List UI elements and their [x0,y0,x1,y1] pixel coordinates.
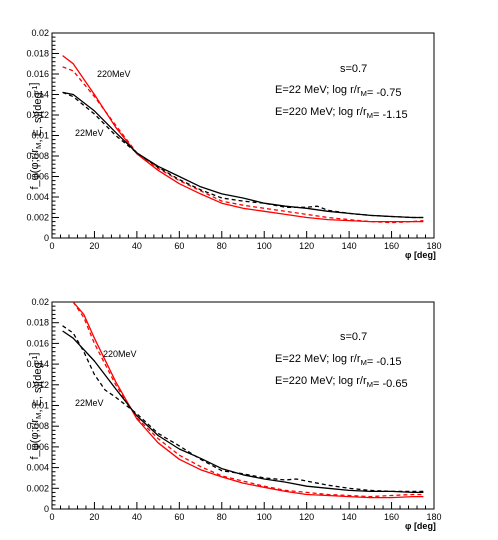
x-tick-label: 20 [89,512,99,522]
x-tick-label: 80 [217,512,227,522]
y-tick-label: 0.006 [26,172,49,182]
curve-label: 220MeV [97,69,131,79]
y-tick-label: 0 [44,504,49,514]
series-line-black-dashed [62,325,424,493]
curve-label: 22MeV [75,398,104,408]
y-tick-label: 0.014 [26,359,49,369]
x-tick-label: 0 [49,241,54,251]
annotation-text: s=0.7 [340,63,367,75]
x-tick-label: 120 [299,512,314,522]
chart-panel-top: 0 20 40 60 80 100 120 140 160 180 0 0.002 0.004 0.006… [26,28,441,260]
x-tick-label: 40 [132,241,142,251]
y-tick-label: 0.008 [26,421,49,431]
annotation-text: E=220 MeV; log r/rM= -1.15 [275,106,408,121]
x-tick-label: 80 [217,241,227,251]
y-tick-label: 0.004 [26,463,49,473]
x-tick-label: 120 [299,241,314,251]
series-line-black-solid [62,330,424,494]
y-tick-label: 0.002 [26,213,49,223]
x-axis-label: φ [deg] [405,521,436,531]
x-tick-label: 20 [89,241,99,251]
y-tick-label: 0.016 [26,338,49,348]
annotation-text: E=22 MeV; log r/rM= -0.75 [275,84,401,99]
x-tick-label: 60 [174,512,184,522]
y-tick-label: 0.02 [31,297,49,307]
chart-panel-bottom: 0 20 40 60 80 100 120 140 160 180 0 0.002 0.004 0.006… [26,297,441,531]
y-tick-label: 0.018 [26,318,49,328]
x-tick-label: 0 [49,512,54,522]
series-line-red-solid [72,302,424,499]
y-tick-label: 0.01 [31,131,49,141]
y-tick-label: 0.018 [26,49,49,59]
y-tick-label: 0.008 [26,151,49,161]
y-tick-label: 0.02 [31,28,49,38]
plot-frame [51,32,435,239]
annotation-text: E=220 MeV; log r/rM= -0.65 [275,375,408,390]
x-tick-label: 100 [257,241,272,251]
y-tick-label: 0.014 [26,90,49,100]
series-line-red-dashed [62,66,424,224]
y-axis-label: f_φ(φ;r/rM, E, s)[deg-1] [28,353,44,460]
y-tick-label: 0.016 [26,69,49,79]
curve-label: 220MeV [103,349,137,359]
y-tick-label: 0.01 [31,401,49,411]
x-tick-label: 140 [342,241,357,251]
x-tick-label: 100 [257,512,272,522]
series-line-red-solid [62,55,424,223]
y-tick-label: 0.002 [26,483,49,493]
plot-frame [51,301,435,510]
curve-label: 22MeV [75,128,104,138]
x-tick-label: 40 [132,512,142,522]
x-tick-label: 180 [426,512,441,522]
y-tick-label: 0.012 [26,110,49,120]
y-tick-label: 0.012 [26,380,49,390]
x-tick-label: 140 [342,512,357,522]
annotation-text: s=0.7 [340,331,367,343]
y-tick-label: 0.004 [26,192,49,202]
series-line-black-dashed [62,91,424,219]
y-axis-label: f_φ(φ;r/rM, E, s)[deg-1] [28,83,44,190]
x-tick-label: 160 [384,512,399,522]
x-tick-label: 60 [174,241,184,251]
x-axis-label: φ [deg] [405,250,436,260]
x-tick-label: 160 [384,241,399,251]
x-tick-label: 180 [426,241,441,251]
series-line-red-dashed [72,302,424,498]
y-tick-label: 0.006 [26,442,49,452]
y-tick-label: 0 [44,233,49,243]
annotation-text: E=22 MeV; log r/rM= -0.15 [275,353,401,368]
